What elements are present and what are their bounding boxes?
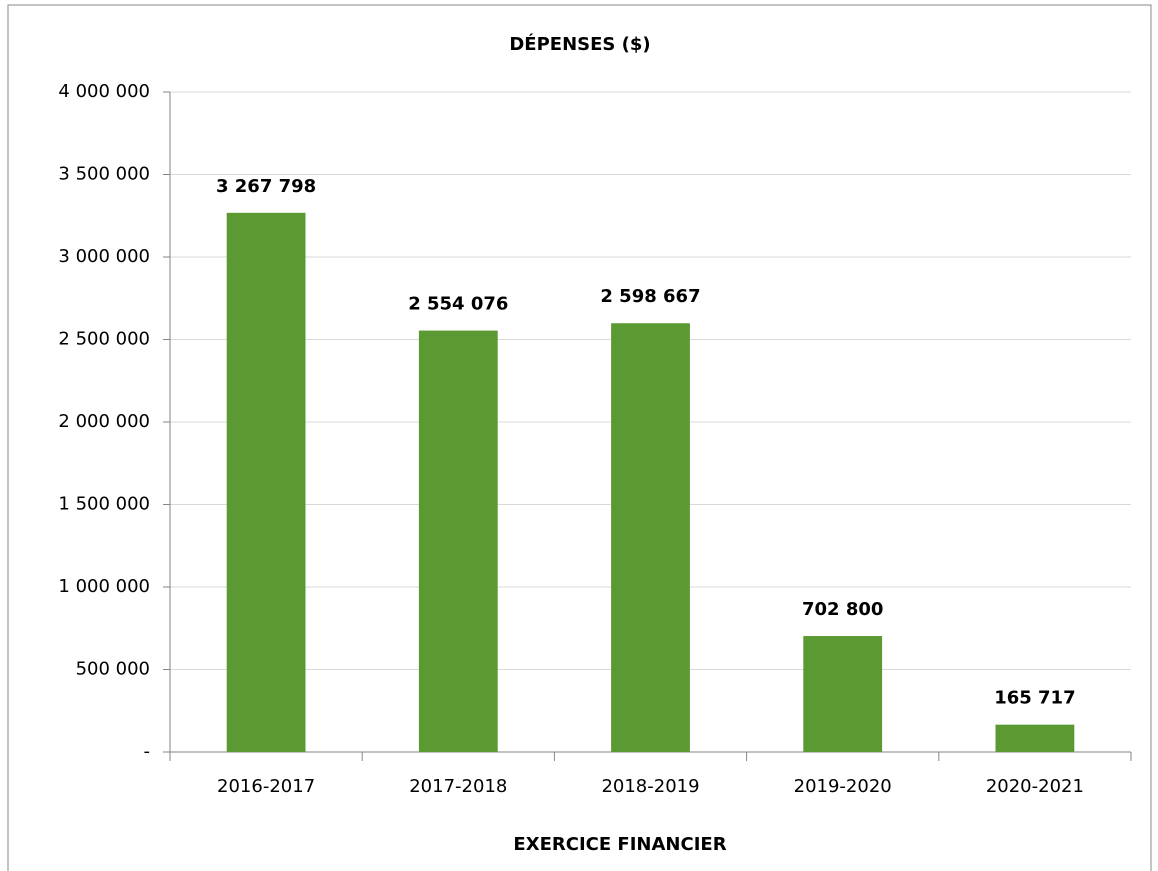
- y-tick-label: 2 000 000: [58, 411, 150, 432]
- chart-frame: [7, 4, 1152, 871]
- data-label: 3 267 798: [216, 176, 316, 197]
- data-label: 165 717: [994, 688, 1075, 709]
- y-tick-label: 3 500 000: [58, 164, 150, 185]
- chart-title: DÉPENSES ($): [509, 33, 650, 55]
- x-tick-label: 2020-2021: [986, 776, 1084, 797]
- data-label: 702 800: [802, 599, 883, 620]
- x-axis-title: EXERCICE FINANCIER: [513, 834, 726, 855]
- x-tick-label: 2018-2019: [601, 776, 699, 797]
- y-tick-label: 3 000 000: [58, 246, 150, 267]
- data-label: 2 598 667: [600, 286, 700, 307]
- x-tick-label: 2017-2018: [409, 776, 507, 797]
- x-tick-label: 2016-2017: [217, 776, 315, 797]
- data-label: 2 554 076: [408, 294, 508, 315]
- y-tick-label: 4 000 000: [58, 81, 150, 102]
- y-tick-label: 500 000: [76, 659, 150, 680]
- x-tick-label: 2019-2020: [794, 776, 892, 797]
- bar: [995, 724, 1075, 752]
- y-tick-label: 1 000 000: [58, 576, 150, 597]
- y-tick-label: 1 500 000: [58, 494, 150, 515]
- bar: [803, 636, 883, 752]
- bar: [418, 330, 498, 752]
- bar: [226, 212, 306, 752]
- bar: [611, 323, 690, 752]
- y-tick-label: 2 500 000: [58, 329, 150, 350]
- y-tick-label: -: [144, 741, 151, 762]
